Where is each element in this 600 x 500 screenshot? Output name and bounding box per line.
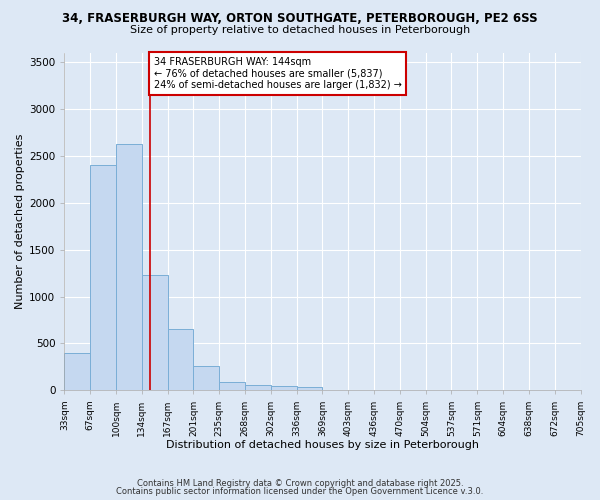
Bar [193, 366, 219, 390]
Bar [271, 386, 296, 390]
Text: Contains HM Land Registry data © Crown copyright and database right 2025.: Contains HM Land Registry data © Crown c… [137, 478, 463, 488]
Bar [245, 385, 271, 390]
Bar [167, 330, 193, 390]
Y-axis label: Number of detached properties: Number of detached properties [15, 134, 25, 309]
Text: 34, FRASERBURGH WAY, ORTON SOUTHGATE, PETERBOROUGH, PE2 6SS: 34, FRASERBURGH WAY, ORTON SOUTHGATE, PE… [62, 12, 538, 26]
Bar [116, 144, 142, 390]
Bar [90, 165, 116, 390]
Bar [296, 387, 322, 390]
X-axis label: Distribution of detached houses by size in Peterborough: Distribution of detached houses by size … [166, 440, 479, 450]
Bar [142, 275, 167, 390]
Text: Size of property relative to detached houses in Peterborough: Size of property relative to detached ho… [130, 25, 470, 35]
Bar [219, 382, 245, 390]
Text: Contains public sector information licensed under the Open Government Licence v.: Contains public sector information licen… [116, 487, 484, 496]
Bar [64, 353, 90, 391]
Text: 34 FRASERBURGH WAY: 144sqm
← 76% of detached houses are smaller (5,837)
24% of s: 34 FRASERBURGH WAY: 144sqm ← 76% of deta… [154, 57, 401, 90]
